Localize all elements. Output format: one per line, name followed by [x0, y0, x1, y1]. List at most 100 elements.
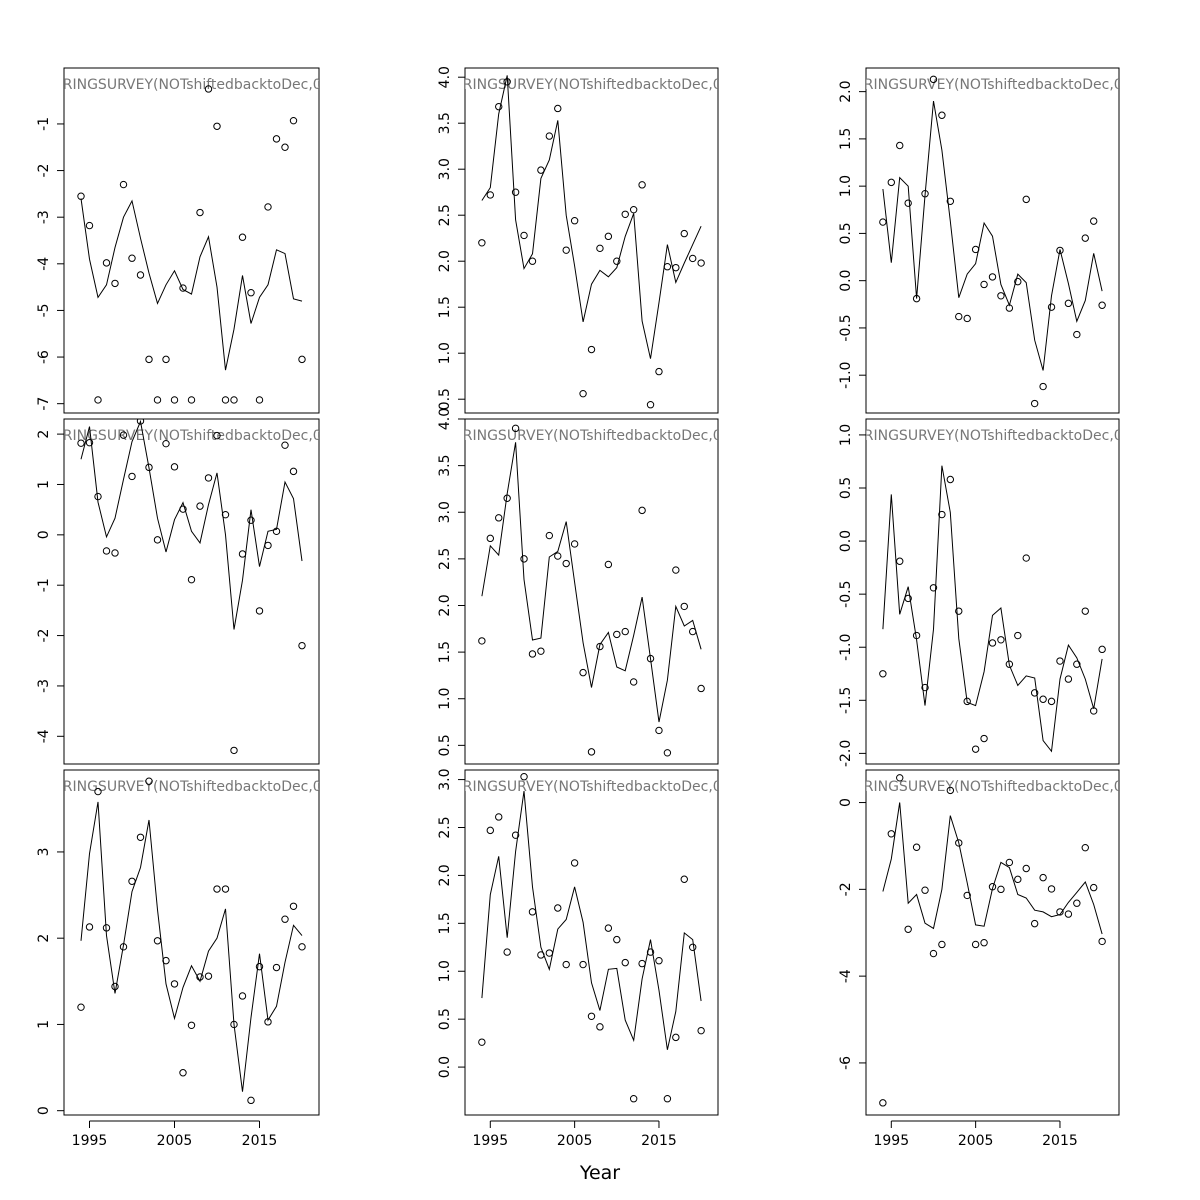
panel-frame	[63, 67, 320, 414]
observed-point	[980, 280, 988, 289]
observed-point	[646, 654, 655, 663]
y-tick-label: -3	[36, 210, 52, 224]
observed-point	[587, 748, 596, 756]
observed-point	[1064, 675, 1073, 683]
observed-point	[1039, 695, 1047, 703]
observed-point	[629, 1095, 638, 1103]
panel-plot-area: SPRINGSURVEY(NOTshiftedbacktoDec,0sa	[45, 777, 337, 1105]
panel-title: SPRINGSURVEY(NOTshiftedbacktoDec,0sa	[846, 77, 1138, 93]
observed-point	[196, 973, 204, 981]
observed-point	[162, 355, 170, 364]
y-tick-label: 2	[36, 934, 52, 943]
observed-point	[955, 839, 963, 847]
observed-point	[153, 396, 162, 404]
fitted-line	[80, 198, 303, 371]
y-tick-label: 0.0	[437, 1056, 453, 1078]
observed-point	[196, 208, 204, 217]
observed-point	[1073, 899, 1081, 907]
y-tick-label: 2.0	[437, 864, 453, 886]
observed-point	[921, 886, 929, 894]
y-tick-label: 1	[36, 480, 52, 489]
observed-point	[997, 636, 1005, 644]
observed-point	[511, 424, 520, 433]
observed-point	[1056, 908, 1064, 916]
y-tick-label: 1.0	[838, 175, 854, 197]
observed-point	[94, 787, 102, 796]
observed-point	[697, 684, 705, 693]
y-tick-label: 4.0	[437, 408, 453, 430]
observed-point	[1030, 919, 1039, 928]
observed-point	[1090, 883, 1098, 892]
observed-point	[537, 647, 545, 655]
y-tick-label: 0.5	[437, 388, 453, 410]
panel-title: SPRINGSURVEY(NOTshiftedbacktoDec,0sa	[445, 77, 737, 93]
y-tick-label: 2.5	[437, 548, 453, 570]
observed-point	[604, 232, 613, 241]
observed-point	[562, 246, 570, 254]
observed-point	[1030, 399, 1039, 408]
observed-point	[247, 289, 255, 297]
observed-point	[621, 210, 629, 218]
panel-title: SPRINGSURVEY(NOTshiftedbacktoDec,0sa	[45, 779, 337, 795]
observed-point	[929, 584, 938, 592]
observed-point	[187, 1021, 196, 1030]
x-tick-label: 2015	[641, 1133, 677, 1149]
y-tick-label: 1.5	[437, 912, 453, 934]
observed-point	[136, 419, 145, 425]
observed-point	[486, 534, 494, 543]
observed-point	[1098, 937, 1106, 946]
y-tick-label: 3	[36, 847, 52, 856]
observed-point	[946, 786, 955, 795]
observed-point	[289, 467, 298, 476]
y-tick-label: 1.0	[437, 342, 453, 364]
y-tick-label: 1.5	[838, 128, 854, 150]
observed-point	[255, 396, 264, 404]
observed-point	[495, 813, 503, 821]
observed-point	[554, 552, 562, 560]
observed-point	[528, 650, 537, 658]
observed-point	[887, 830, 895, 838]
observed-point	[85, 438, 94, 447]
fitted-line	[481, 791, 702, 1050]
observed-point	[1047, 303, 1056, 311]
panel-frame	[464, 67, 719, 414]
observed-point	[255, 962, 264, 971]
observed-point	[213, 885, 221, 893]
y-tick-label: 2.0	[437, 594, 453, 616]
y-tick-label: -1	[36, 578, 52, 592]
x-tick-label: 1995	[472, 1133, 508, 1149]
panel-2: 0.5 1.0 1.5 2.0 2.5 3.0 3.5 4.0SPRINGSURVEY(NOT…	[437, 66, 737, 414]
y-tick-label: 0.5	[437, 1008, 453, 1030]
observed-point	[929, 75, 938, 84]
observed-point	[997, 292, 1005, 300]
observed-point	[938, 510, 946, 519]
observed-point	[1005, 858, 1014, 867]
y-tick-label: 0	[838, 798, 854, 807]
observed-point	[663, 1095, 672, 1103]
observed-point	[230, 746, 238, 755]
observed-point	[495, 102, 503, 111]
observed-point	[971, 745, 980, 753]
observed-point	[204, 85, 213, 93]
observed-point	[77, 1003, 85, 1011]
fitted-line	[80, 419, 303, 630]
observed-point	[247, 516, 255, 524]
y-tick-label: -1.0	[838, 634, 854, 661]
y-tick-label: -2	[36, 164, 52, 178]
x-tick-label: 2015	[1042, 1133, 1078, 1149]
observed-point	[689, 943, 697, 951]
observed-point	[503, 78, 511, 86]
observed-point	[1022, 864, 1030, 873]
observed-point	[119, 431, 128, 439]
panel-frame	[63, 769, 320, 1116]
y-tick-label: 0.5	[838, 477, 854, 499]
observed-point	[238, 233, 247, 241]
observed-point	[672, 1033, 680, 1042]
observed-point	[153, 937, 162, 945]
observed-point	[672, 263, 680, 272]
panel-plot-area: SPRINGSURVEY(NOTshiftedbacktoDec,0sa	[846, 75, 1138, 408]
panel-title: SPRINGSURVEY(NOTshiftedbacktoDec,0sa	[846, 779, 1138, 795]
observed-point	[281, 915, 289, 923]
observed-point	[272, 527, 281, 536]
observed-point	[162, 439, 170, 448]
